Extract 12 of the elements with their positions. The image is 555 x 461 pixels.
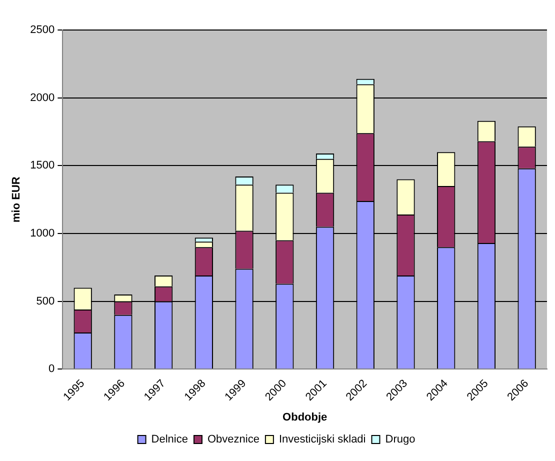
y-tick-label: 1000 [30, 228, 55, 240]
legend-label: Drugo [385, 434, 416, 446]
y-tick-label: 500 [36, 295, 55, 308]
legend-label: Delnice [151, 434, 188, 446]
y-tick-label: 2000 [30, 92, 55, 104]
legend-label: Obveznice [207, 434, 260, 446]
y-axis-title: mio EUR [10, 176, 23, 223]
y-tick-label: 1500 [30, 160, 55, 172]
legend-label: Investicijski skladi [278, 434, 366, 446]
x-axis-title: Obdobje [282, 411, 328, 424]
y-tick-label: 2500 [30, 24, 55, 36]
y-tick-label: 0 [48, 363, 55, 376]
